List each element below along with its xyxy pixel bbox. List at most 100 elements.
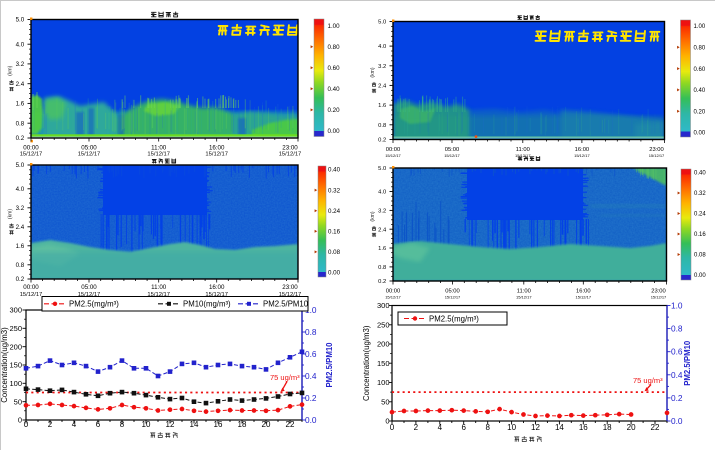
svg-text:300: 300 xyxy=(377,301,390,310)
svg-text:PM2.5/PM10: PM2.5/PM10 xyxy=(263,300,309,309)
svg-text:0.8: 0.8 xyxy=(305,327,317,337)
svg-text:14: 14 xyxy=(555,423,564,432)
svg-text:20: 20 xyxy=(627,423,636,432)
svg-text:15/12/17: 15/12/17 xyxy=(147,152,170,158)
svg-text:4.0: 4.0 xyxy=(16,186,25,193)
svg-text:23:00: 23:00 xyxy=(651,288,666,294)
svg-text:12: 12 xyxy=(166,420,175,429)
svg-text:8: 8 xyxy=(485,423,490,432)
svg-text:100: 100 xyxy=(9,379,22,388)
svg-text:23:00: 23:00 xyxy=(282,145,298,152)
svg-text:0.16: 0.16 xyxy=(328,229,341,236)
svg-text:15/12/17: 15/12/17 xyxy=(147,292,170,298)
svg-text:1.0: 1.0 xyxy=(671,301,683,311)
svg-text:5.0: 5.0 xyxy=(16,162,25,169)
svg-text:200: 200 xyxy=(377,340,390,349)
svg-text:15/12/17: 15/12/17 xyxy=(205,152,228,158)
svg-text:4.0: 4.0 xyxy=(16,41,25,48)
svg-text:4.0: 4.0 xyxy=(378,44,386,50)
svg-text:Concentration(ug/m3): Concentration(ug/m3) xyxy=(0,327,9,403)
svg-text:22: 22 xyxy=(651,423,660,432)
svg-text:16:00: 16:00 xyxy=(576,288,591,294)
svg-text:0.08: 0.08 xyxy=(328,249,341,256)
svg-text:50: 50 xyxy=(14,397,22,406)
svg-text:PM10(mg/m³): PM10(mg/m³) xyxy=(183,300,231,309)
svg-text:0.6: 0.6 xyxy=(305,349,317,359)
svg-text:(km): (km) xyxy=(370,67,376,77)
svg-text:0.20: 0.20 xyxy=(694,109,706,115)
svg-text:0.8: 0.8 xyxy=(16,262,25,269)
svg-text:50: 50 xyxy=(381,397,389,406)
svg-text:05:00: 05:00 xyxy=(81,145,97,152)
svg-text:(km): (km) xyxy=(8,209,14,219)
svg-text:5.0: 5.0 xyxy=(16,17,25,24)
svg-text:0.4: 0.4 xyxy=(305,371,317,381)
svg-text:15/12/17: 15/12/17 xyxy=(279,292,302,298)
svg-text:11:00: 11:00 xyxy=(151,145,167,152)
svg-text:0.2: 0.2 xyxy=(16,276,25,283)
svg-text:2.4: 2.4 xyxy=(378,227,387,233)
svg-text:200: 200 xyxy=(9,342,22,351)
svg-text:3.2: 3.2 xyxy=(378,64,386,70)
svg-text:4: 4 xyxy=(438,423,443,432)
svg-text:0.8: 0.8 xyxy=(16,120,25,127)
svg-text:11:00: 11:00 xyxy=(516,147,530,153)
svg-text:12: 12 xyxy=(531,423,540,432)
svg-text:1.6: 1.6 xyxy=(378,103,386,109)
svg-text:14: 14 xyxy=(190,420,199,429)
svg-text:(km): (km) xyxy=(370,211,376,221)
svg-text:20: 20 xyxy=(262,420,271,429)
svg-text:15/12/17: 15/12/17 xyxy=(649,153,665,158)
svg-text:0.00: 0.00 xyxy=(328,270,341,277)
svg-text:2: 2 xyxy=(414,423,419,432)
svg-text:15/12/17: 15/12/17 xyxy=(78,152,101,158)
svg-text:0.24: 0.24 xyxy=(694,212,706,218)
svg-text:0: 0 xyxy=(18,416,22,425)
svg-text:15/12/17: 15/12/17 xyxy=(576,294,592,299)
svg-text:0.2: 0.2 xyxy=(305,393,317,403)
svg-text:00:00: 00:00 xyxy=(386,147,401,153)
svg-text:16: 16 xyxy=(214,420,223,429)
svg-text:23:00: 23:00 xyxy=(282,284,298,291)
svg-text:15/12/17: 15/12/17 xyxy=(516,294,532,299)
svg-text:Concentration(ug/m3): Concentration(ug/m3) xyxy=(362,325,371,401)
svg-text:10: 10 xyxy=(507,423,516,432)
svg-text:300: 300 xyxy=(9,306,22,315)
svg-text:05:00: 05:00 xyxy=(445,147,460,153)
svg-text:250: 250 xyxy=(377,320,390,329)
svg-text:0.0: 0.0 xyxy=(305,415,317,425)
svg-text:23:00: 23:00 xyxy=(649,147,664,153)
svg-text:0.24: 0.24 xyxy=(328,208,341,215)
svg-text:11:00: 11:00 xyxy=(151,284,167,291)
svg-text:0.2: 0.2 xyxy=(671,393,683,403)
svg-text:10: 10 xyxy=(142,420,151,429)
svg-text:0.60: 0.60 xyxy=(328,65,341,72)
svg-text:2.4: 2.4 xyxy=(16,81,25,88)
svg-text:18: 18 xyxy=(238,420,247,429)
svg-text:150: 150 xyxy=(9,361,22,370)
svg-text:0.2: 0.2 xyxy=(378,279,386,285)
svg-text:0.32: 0.32 xyxy=(694,191,706,197)
svg-text:6: 6 xyxy=(96,420,101,429)
svg-text:15/12/17: 15/12/17 xyxy=(651,294,667,299)
svg-text:0.00: 0.00 xyxy=(328,128,341,135)
svg-text:4.0: 4.0 xyxy=(378,190,386,196)
svg-text:8: 8 xyxy=(120,420,125,429)
svg-text:15/12/17: 15/12/17 xyxy=(20,152,43,158)
svg-text:15/12/17: 15/12/17 xyxy=(574,153,590,158)
svg-text:PM2.5(mg/m³): PM2.5(mg/m³) xyxy=(69,300,119,309)
svg-text:00:00: 00:00 xyxy=(23,145,39,152)
svg-text:15/12/17: 15/12/17 xyxy=(515,153,531,158)
svg-text:15/12/17: 15/12/17 xyxy=(205,292,228,298)
svg-text:2.4: 2.4 xyxy=(16,224,25,231)
svg-text:15/12/17: 15/12/17 xyxy=(78,292,101,298)
svg-text:0.80: 0.80 xyxy=(328,44,341,51)
svg-text:15/12/17: 15/12/17 xyxy=(445,294,461,299)
svg-text:15/12/17: 15/12/17 xyxy=(279,152,302,158)
svg-text:16: 16 xyxy=(579,423,588,432)
svg-text:22: 22 xyxy=(286,420,295,429)
svg-text:0.6: 0.6 xyxy=(671,347,683,357)
svg-text:(km): (km) xyxy=(8,65,14,75)
svg-text:1.6: 1.6 xyxy=(16,101,25,108)
svg-text:0.08: 0.08 xyxy=(694,253,706,259)
